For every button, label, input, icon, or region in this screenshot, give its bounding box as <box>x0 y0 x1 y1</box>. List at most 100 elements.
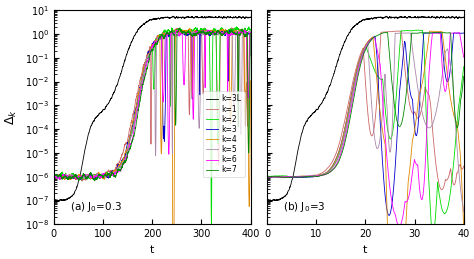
Line: k=4: k=4 <box>267 31 464 224</box>
k=3L <box>134 31 139 34</box>
Line: k=3L: k=3L <box>54 16 251 201</box>
k=3 <box>347 103 353 106</box>
k=3L <box>135 28 141 31</box>
k=7 <box>347 119 353 122</box>
Line: k=2: k=2 <box>267 30 464 224</box>
k=3L <box>242 17 247 20</box>
k=2 <box>248 28 254 31</box>
k=7 <box>358 63 364 67</box>
k=3L <box>264 199 270 202</box>
k=1 <box>439 188 445 191</box>
k=7 <box>445 31 451 34</box>
k=5 <box>407 31 412 34</box>
k=2 <box>51 175 57 178</box>
Legend: k=3L, k=1, k=2, k=3, k=4, k=5, k=6, k=7: k=3L, k=1, k=2, k=3, k=4, k=5, k=6, k=7 <box>203 91 245 177</box>
k=5 <box>445 49 451 52</box>
k=2 <box>209 223 214 226</box>
k=2 <box>145 56 150 60</box>
k=4 <box>134 103 139 106</box>
k=3 <box>264 175 270 178</box>
k=1 <box>248 31 254 34</box>
k=3L <box>248 16 254 19</box>
k=7 <box>242 34 247 38</box>
k=3L <box>232 16 237 19</box>
k=7 <box>232 32 237 35</box>
k=7 <box>248 32 254 35</box>
k=6 <box>395 223 401 226</box>
k=1 <box>79 179 85 183</box>
k=5 <box>221 29 227 32</box>
k=5 <box>145 56 150 59</box>
k=3 <box>51 175 57 178</box>
Line: k=4: k=4 <box>54 28 251 224</box>
k=3L <box>145 20 150 23</box>
k=4 <box>407 166 413 169</box>
k=6 <box>194 30 200 33</box>
k=7 <box>177 26 182 29</box>
k=3 <box>348 95 354 98</box>
k=4 <box>264 175 270 178</box>
Text: (a) J$_0$=0.3: (a) J$_0$=0.3 <box>70 200 122 214</box>
k=1 <box>135 89 141 92</box>
k=3 <box>76 178 82 181</box>
k=4 <box>242 87 247 90</box>
k=2 <box>194 27 200 31</box>
k=3 <box>434 31 439 34</box>
Line: k=5: k=5 <box>54 31 251 179</box>
k=3 <box>386 214 392 217</box>
k=3L <box>170 15 176 18</box>
k=1 <box>347 95 353 98</box>
k=6 <box>348 106 354 109</box>
k=7 <box>384 31 390 34</box>
k=1 <box>51 176 57 179</box>
k=5 <box>194 32 200 35</box>
k=4 <box>348 95 354 98</box>
k=1 <box>242 113 247 116</box>
k=4 <box>427 30 433 33</box>
k=6 <box>232 32 237 35</box>
Text: (b) J$_0$=3: (b) J$_0$=3 <box>283 200 325 214</box>
k=7 <box>461 75 466 78</box>
k=1 <box>229 26 235 29</box>
k=3L <box>358 20 364 23</box>
Line: k=3L: k=3L <box>267 16 464 201</box>
k=4 <box>51 175 57 178</box>
k=3 <box>145 55 150 58</box>
k=3 <box>445 80 451 83</box>
k=2 <box>407 29 413 32</box>
k=6 <box>135 104 141 107</box>
k=2 <box>461 65 466 68</box>
k=1 <box>455 171 461 174</box>
Line: k=3: k=3 <box>267 33 464 215</box>
k=3 <box>357 56 363 59</box>
k=5 <box>51 175 57 178</box>
k=3L <box>383 15 389 18</box>
k=4 <box>170 223 175 226</box>
k=6 <box>264 175 270 178</box>
k=7 <box>134 119 139 122</box>
Line: k=7: k=7 <box>54 28 251 181</box>
k=1 <box>445 177 451 180</box>
k=3 <box>407 89 413 92</box>
k=4 <box>194 31 200 34</box>
k=4 <box>357 55 363 59</box>
k=3L <box>269 199 274 203</box>
k=6 <box>445 70 451 73</box>
Line: k=5: k=5 <box>267 33 464 212</box>
k=4 <box>145 55 150 58</box>
k=6 <box>347 114 353 117</box>
k=5 <box>75 177 81 181</box>
k=2 <box>445 205 451 208</box>
k=3 <box>135 94 141 97</box>
k=6 <box>242 29 247 32</box>
Line: k=1: k=1 <box>267 31 464 190</box>
k=3 <box>461 32 466 35</box>
k=3L <box>455 17 461 20</box>
k=4 <box>461 223 466 226</box>
k=1 <box>461 165 466 168</box>
k=5 <box>242 32 247 35</box>
k=1 <box>357 53 363 56</box>
k=4 <box>232 30 237 33</box>
k=3L <box>347 31 353 34</box>
k=1 <box>232 28 237 31</box>
